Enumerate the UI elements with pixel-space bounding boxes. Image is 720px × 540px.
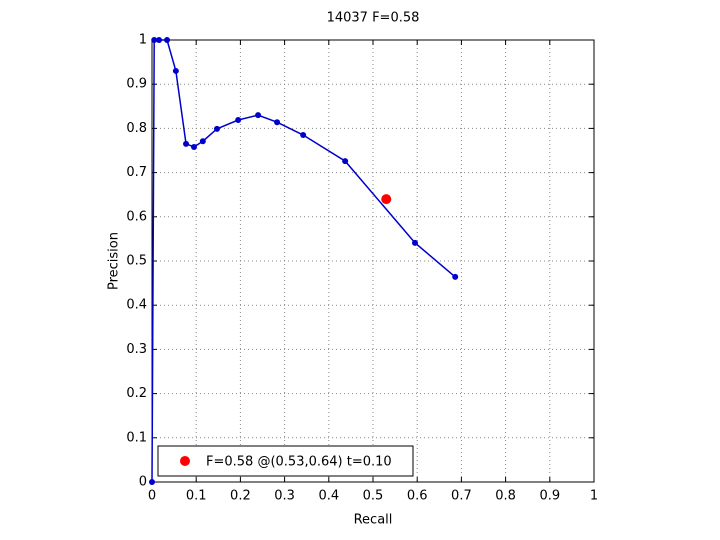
y-tick-label: 0.5 — [126, 254, 147, 269]
point — [255, 112, 262, 119]
y-tick-label: 0.7 — [126, 165, 147, 180]
y-tick-label: 0.1 — [126, 430, 147, 445]
point — [300, 132, 307, 139]
point — [274, 119, 281, 126]
x-tick-label: 0.7 — [451, 489, 472, 504]
chart-title: 14037 F=0.58 — [327, 11, 420, 26]
point — [411, 239, 418, 246]
point — [199, 138, 206, 145]
point — [183, 140, 190, 147]
x-tick-label: 0.4 — [318, 489, 339, 504]
point — [149, 479, 155, 485]
x-tick-label: 0.1 — [186, 489, 207, 504]
x-axis-label: Recall — [354, 513, 393, 528]
point — [172, 67, 179, 74]
point — [342, 158, 349, 165]
x-tick-label: 0.8 — [495, 489, 516, 504]
highlight-point — [381, 194, 392, 205]
x-tick-label: 0.5 — [363, 489, 384, 504]
legend-marker — [180, 456, 190, 466]
point — [164, 37, 171, 43]
point — [452, 273, 459, 280]
y-tick-label: 0.6 — [126, 209, 147, 224]
legend-box — [157, 445, 414, 477]
y-axis-label: Precision — [107, 232, 122, 290]
y-tick-label: 1 — [139, 33, 147, 48]
x-tick-label: 0.3 — [274, 489, 295, 504]
y-tick-label: 0.8 — [126, 121, 147, 136]
x-tick-label: 0.9 — [539, 489, 560, 504]
y-tick-label: 0.4 — [126, 298, 147, 313]
legend-label: F=0.58 @(0.53,0.64) t=0.10 — [206, 455, 392, 470]
y-tick-label: 0.2 — [126, 386, 147, 401]
series-line — [151, 39, 456, 483]
plot-frame — [151, 39, 595, 483]
y-tick-label: 0.9 — [126, 77, 147, 92]
y-tick-label: 0 — [139, 475, 147, 490]
point — [151, 37, 158, 43]
y-tick-label: 0.3 — [126, 342, 147, 357]
x-tick-label: 0.2 — [230, 489, 251, 504]
x-tick-label: 0 — [148, 489, 156, 504]
point — [235, 117, 242, 124]
x-tick-label: 1 — [590, 489, 598, 504]
point — [190, 143, 197, 150]
point — [213, 125, 220, 132]
x-tick-label: 0.6 — [407, 489, 428, 504]
point — [156, 37, 163, 43]
